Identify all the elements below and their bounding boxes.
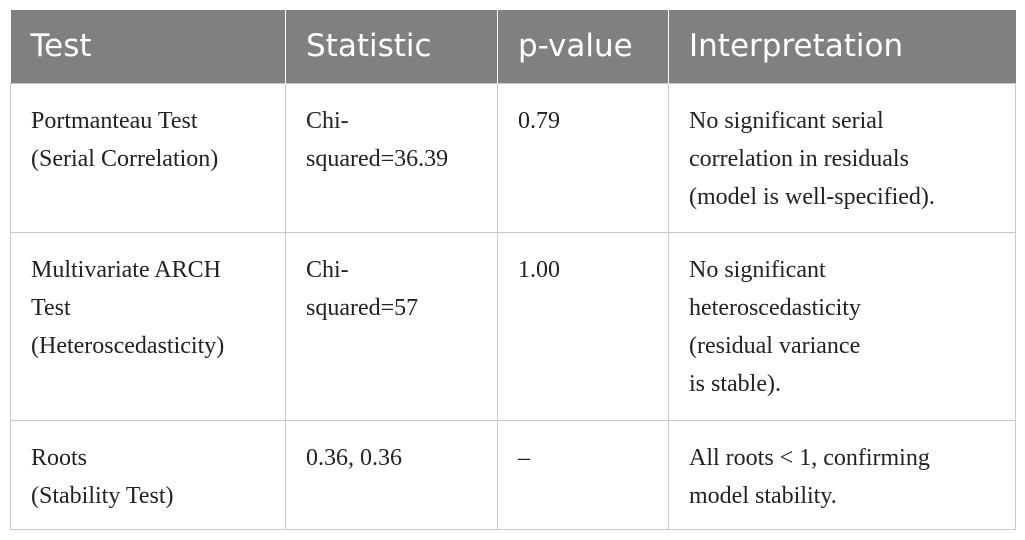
cell-line: model stability.: [689, 482, 837, 509]
table-cell: 1.00: [497, 231, 669, 421]
cell-line: correlation in residuals: [689, 145, 909, 172]
table-cell: Portmanteau Test (Serial Correlation): [10, 82, 286, 233]
cell-line: No significant: [689, 256, 826, 283]
cell-line: –: [518, 444, 530, 471]
table-row: Portmanteau Test (Serial Correlation) Chi-…: [10, 82, 1016, 233]
table-cell: –: [497, 419, 669, 530]
results-table: Test Statistic p-value Interpretation Portm…: [10, 10, 1016, 530]
table-row: Roots (Stability Test) 0.36, 0.36 – All root…: [10, 419, 1016, 530]
cell-line: 0.79: [518, 107, 560, 134]
header-cell: p-value: [497, 10, 669, 83]
cell-line: (model is well-specified).: [689, 183, 935, 210]
table-cell: 0.36, 0.36: [285, 419, 498, 530]
header-cell: Test: [10, 10, 286, 83]
table-cell: All roots < 1, confirming model stability…: [668, 419, 1016, 530]
cell-line: (Stability Test): [31, 482, 174, 509]
table-row: Multivariate ARCH Test (Heteroscedasticity…: [10, 231, 1016, 421]
cell-line: Chi-: [306, 107, 349, 134]
header-cell: Interpretation: [668, 10, 1016, 83]
cell-line: heteroscedasticity: [689, 294, 861, 321]
cell-line: Test: [31, 294, 71, 321]
cell-line: Portmanteau Test: [31, 107, 198, 134]
header-row: Test Statistic p-value Interpretation: [10, 10, 1016, 83]
cell-line: (residual variance: [689, 332, 861, 359]
cell-line: 0.36, 0.36: [306, 444, 402, 471]
cell-line: Roots: [31, 444, 88, 471]
cell-line: squared=36.39: [306, 145, 449, 172]
cell-line: (Heteroscedasticity): [31, 332, 225, 359]
table-cell: Multivariate ARCH Test (Heteroscedasticity…: [10, 231, 286, 421]
table-cell: Chi-squared=36.39: [285, 82, 498, 233]
table-cell: 0.79: [497, 82, 669, 233]
cell-line: 1.00: [518, 256, 560, 283]
cell-line: Chi-: [306, 256, 349, 283]
table-cell: Roots (Stability Test): [10, 419, 286, 530]
cell-line: No significant serial: [689, 107, 884, 134]
table-cell: Chi-squared=57: [285, 231, 498, 421]
cell-line: All roots < 1, confirming: [689, 444, 930, 471]
cell-line: (Serial Correlation): [31, 145, 219, 172]
table-body: Portmanteau Test (Serial Correlation) Chi-…: [10, 82, 1016, 530]
table-cell: No significant serial correlation in resi…: [668, 82, 1016, 233]
cell-line: Multivariate ARCH: [31, 256, 221, 283]
cell-line: squared=57: [306, 294, 419, 321]
cell-line: is stable).: [689, 370, 781, 397]
table-cell: No significant heteroscedasticity (residua…: [668, 231, 1016, 421]
header-cell: Statistic: [285, 10, 498, 83]
